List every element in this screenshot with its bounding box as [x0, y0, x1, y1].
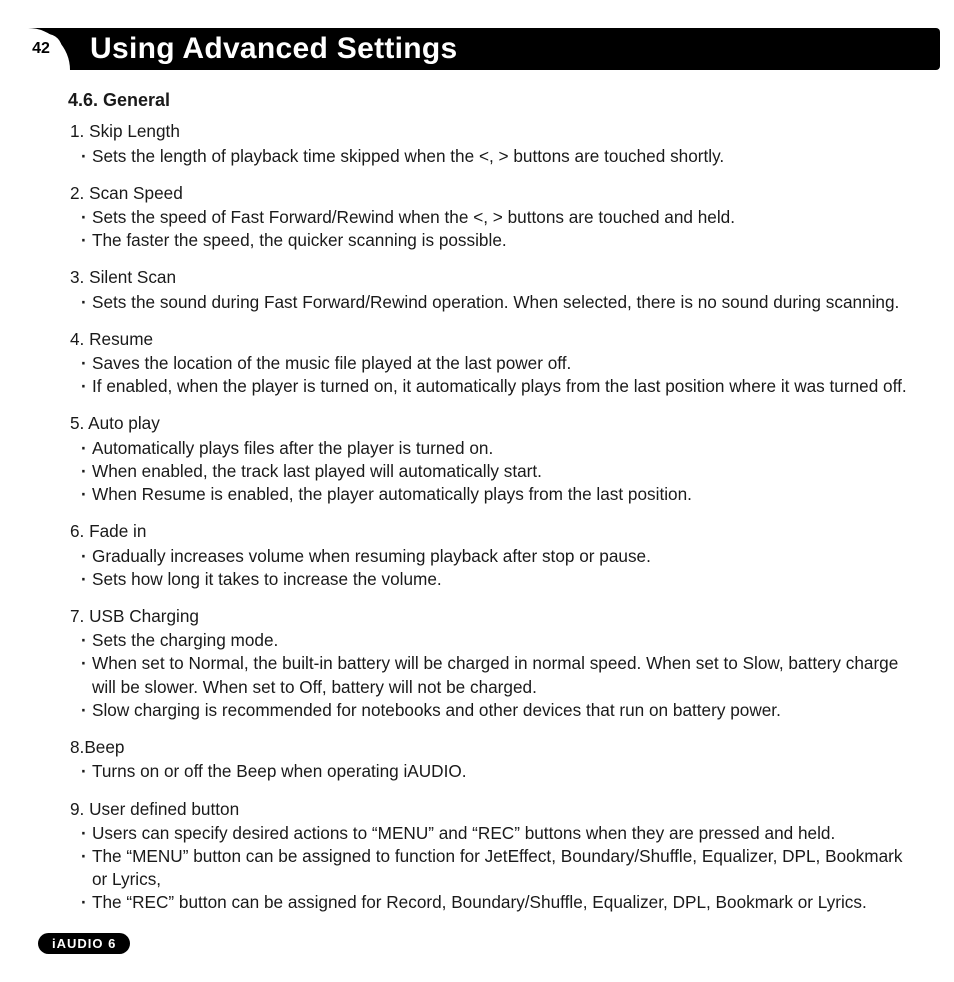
setting-item: 6. Fade inGradually increases volume whe… [70, 520, 914, 591]
setting-item: 7. USB ChargingSets the charging mode.Wh… [70, 605, 914, 722]
setting-item-title: 1. Skip Length [70, 120, 914, 143]
setting-item-bullet: Sets the sound during Fast Forward/Rewin… [92, 291, 914, 314]
page-header: 42 Using Advanced Settings [0, 28, 940, 70]
footer-badge: iAUDIO 6 [38, 933, 130, 954]
setting-item: 4. ResumeSaves the location of the music… [70, 328, 914, 399]
setting-item-title: 6. Fade in [70, 520, 914, 543]
setting-item-bullet: When set to Normal, the built-in battery… [92, 652, 914, 698]
page-number-badge: 42 [20, 34, 62, 64]
setting-item-bullet: Gradually increases volume when resuming… [92, 545, 914, 568]
setting-item-title: 5. Auto play [70, 412, 914, 435]
setting-item-bullet: The faster the speed, the quicker scanni… [92, 229, 914, 252]
setting-item: 1. Skip LengthSets the length of playbac… [70, 120, 914, 167]
setting-item-bullet: Sets the length of playback time skipped… [92, 145, 914, 168]
setting-item-bullet: The “MENU” button can be assigned to fun… [92, 845, 914, 891]
footer-text: iAUDIO 6 [52, 936, 116, 951]
page-title: Using Advanced Settings [90, 32, 458, 66]
setting-item-bullet: Users can specify desired actions to “ME… [92, 822, 914, 845]
setting-item-bullet: Sets how long it takes to increase the v… [92, 568, 914, 591]
setting-item: 9. User defined buttonUsers can specify … [70, 798, 914, 915]
setting-item-title: 4. Resume [70, 328, 914, 351]
page-content: 4.6. General 1. Skip LengthSets the leng… [0, 70, 954, 915]
setting-item: 5. Auto playAutomatically plays files af… [70, 412, 914, 506]
setting-item: 3. Silent ScanSets the sound during Fast… [70, 266, 914, 313]
setting-item-bullet: Slow charging is recommended for noteboo… [92, 699, 914, 722]
setting-item-title: 9. User defined button [70, 798, 914, 821]
page-number: 42 [32, 40, 50, 58]
setting-item: 8.BeepTurns on or off the Beep when oper… [70, 736, 914, 783]
setting-item-title: 2. Scan Speed [70, 182, 914, 205]
setting-item-bullet: Automatically plays files after the play… [92, 437, 914, 460]
setting-item-title: 8.Beep [70, 736, 914, 759]
setting-item-title: 7. USB Charging [70, 605, 914, 628]
setting-item-title: 3. Silent Scan [70, 266, 914, 289]
setting-item-bullet: When enabled, the track last played will… [92, 460, 914, 483]
setting-item-bullet: When Resume is enabled, the player autom… [92, 483, 914, 506]
setting-item-bullet: Sets the speed of Fast Forward/Rewind wh… [92, 206, 914, 229]
setting-item-bullet: The “REC” button can be assigned for Rec… [92, 891, 914, 914]
setting-item: 2. Scan SpeedSets the speed of Fast Forw… [70, 182, 914, 253]
setting-item-bullet: Saves the location of the music file pla… [92, 352, 914, 375]
section-items: 1. Skip LengthSets the length of playbac… [70, 120, 914, 914]
setting-item-bullet: Sets the charging mode. [92, 629, 914, 652]
setting-item-bullet: Turns on or off the Beep when operating … [92, 760, 914, 783]
section-title: 4.6. General [68, 88, 914, 112]
setting-item-bullet: If enabled, when the player is turned on… [92, 375, 914, 398]
